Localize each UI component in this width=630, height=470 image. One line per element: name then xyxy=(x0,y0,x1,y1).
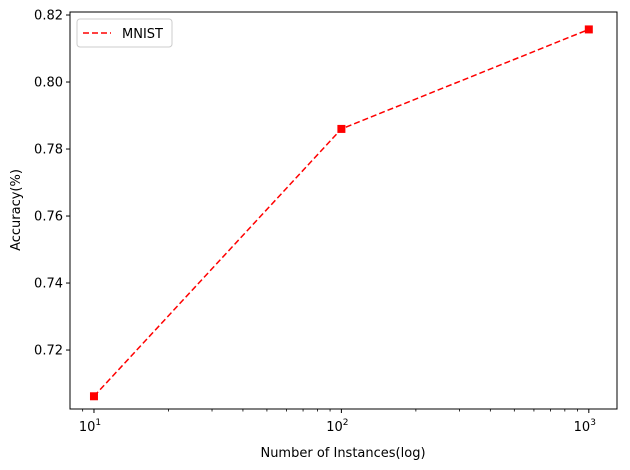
plot-area xyxy=(69,11,618,410)
series-layer xyxy=(89,25,593,401)
legend-label-mnist: MNIST xyxy=(122,27,163,42)
y-tick-label: 0.80 xyxy=(34,76,63,91)
x-tick-label: 101 xyxy=(79,418,101,435)
y-tick-label: 0.76 xyxy=(34,210,63,225)
y-tick-label: 0.82 xyxy=(34,9,63,24)
legend-box xyxy=(76,18,173,48)
y-tick-label: 0.74 xyxy=(34,277,63,292)
y-tick-label: 0.72 xyxy=(34,344,63,359)
x-tick-label: 102 xyxy=(326,418,348,435)
axes-frame xyxy=(69,11,618,410)
data-point xyxy=(337,124,346,133)
x-tick-label: 103 xyxy=(574,418,596,435)
data-point xyxy=(89,392,98,401)
y-axis-title: Accuracy(%) xyxy=(9,169,24,251)
legend: MNIST xyxy=(76,18,173,48)
y-tick-label: 0.78 xyxy=(34,143,63,158)
x-axis: 101 102 103 xyxy=(79,409,596,435)
y-axis: 0.72 0.74 0.76 0.78 0.80 0.82 xyxy=(34,9,70,359)
x-axis-title: Number of Instances(log) xyxy=(260,446,425,461)
data-point xyxy=(584,25,593,34)
